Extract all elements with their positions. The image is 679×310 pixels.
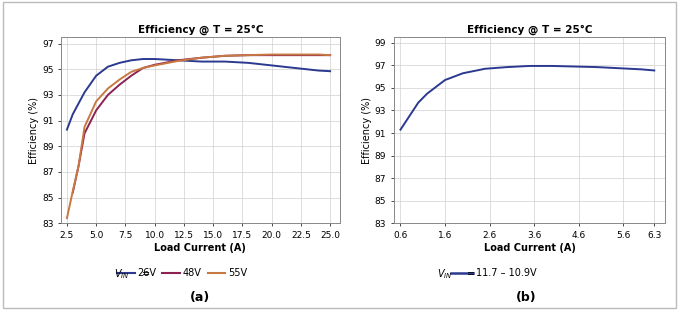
Text: (a): (a) xyxy=(190,291,210,304)
Text: $V_{IN}$: $V_{IN}$ xyxy=(437,268,452,281)
Title: Efficiency @ T = 25°C: Efficiency @ T = 25°C xyxy=(138,25,263,35)
Title: Efficiency @ T = 25°C: Efficiency @ T = 25°C xyxy=(467,25,592,35)
Text: =: = xyxy=(142,269,150,279)
Text: =: = xyxy=(466,269,475,279)
Text: $V_{IN}$: $V_{IN}$ xyxy=(115,268,130,281)
Legend: 26V, 48V, 55V: 26V, 48V, 55V xyxy=(113,264,251,282)
X-axis label: Load Current (A): Load Current (A) xyxy=(483,243,576,253)
Y-axis label: Efficiency (%): Efficiency (%) xyxy=(362,97,372,164)
X-axis label: Load Current (A): Load Current (A) xyxy=(154,243,246,253)
Legend: 11.7 – 10.9V: 11.7 – 10.9V xyxy=(447,264,540,282)
Y-axis label: Efficiency (%): Efficiency (%) xyxy=(29,97,39,164)
Text: (b): (b) xyxy=(516,291,536,304)
